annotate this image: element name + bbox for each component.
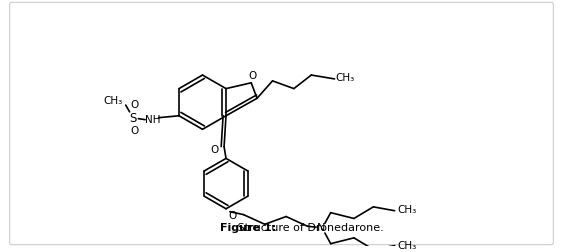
Text: O: O bbox=[210, 145, 218, 155]
Text: O: O bbox=[130, 126, 138, 136]
Text: CH₃: CH₃ bbox=[104, 96, 123, 106]
Text: S: S bbox=[129, 112, 136, 125]
Text: CH₃: CH₃ bbox=[397, 241, 417, 250]
Text: NH: NH bbox=[145, 115, 160, 125]
Text: CH₃: CH₃ bbox=[397, 205, 417, 215]
Text: N: N bbox=[317, 223, 325, 233]
Text: O: O bbox=[130, 100, 138, 110]
Text: O: O bbox=[248, 71, 256, 81]
FancyBboxPatch shape bbox=[10, 2, 553, 245]
Text: CH₃: CH₃ bbox=[336, 73, 355, 83]
Text: Structure of Dronedarone.: Structure of Dronedarone. bbox=[234, 223, 384, 233]
Text: Figure 1:: Figure 1: bbox=[220, 223, 276, 233]
Text: O: O bbox=[229, 211, 237, 220]
